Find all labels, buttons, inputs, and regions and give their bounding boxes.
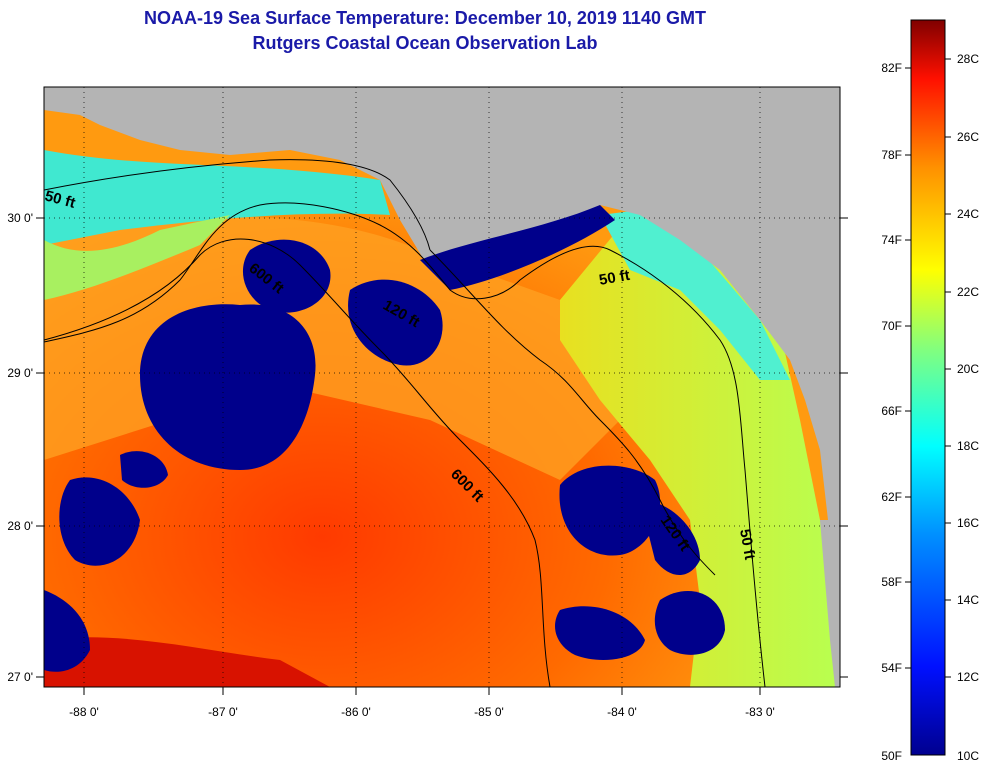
map-title: NOAA-19 Sea Surface Temperature: Decembe… (144, 8, 706, 28)
colorbar-c-24: 24C (957, 207, 979, 221)
colorbar-c-22: 22C (957, 285, 979, 299)
map-subtitle: Rutgers Coastal Ocean Observation Lab (252, 33, 598, 53)
colorbar-c-16: 16C (957, 516, 979, 530)
colorbar-c-10: 10C (957, 749, 979, 763)
colorbar-c-12: 12C (957, 670, 979, 684)
colorbar-f-70: 70F (881, 319, 902, 333)
contour-label-50ft-east: 50 ft (598, 267, 631, 289)
lat-label-29: 29 0' (7, 366, 33, 380)
colorbar-f-50: 50F (881, 749, 902, 763)
contour-50ft-north (44, 159, 431, 251)
lon-label-83: -83 0' (745, 705, 775, 719)
colorbar-c-26: 26C (957, 130, 979, 144)
colorbar-c-20: 20C (957, 362, 979, 376)
colorbar-f-62: 62F (881, 490, 902, 504)
map-frame (43, 86, 841, 688)
lon-label-87: -87 0' (208, 705, 238, 719)
colorbar-f-82: 82F (881, 61, 902, 75)
colorbar-c-14: 14C (957, 593, 979, 607)
colorbar (910, 19, 946, 756)
colorbar-f-66: 66F (881, 404, 902, 418)
lon-label-86: -86 0' (341, 705, 371, 719)
colorbar-c-28: 28C (957, 52, 979, 66)
colorbar-f-78: 78F (881, 148, 902, 162)
lon-label-88: -88 0' (69, 705, 99, 719)
lon-label-84: -84 0' (607, 705, 637, 719)
lat-label-30: 30 0' (7, 211, 33, 225)
colorbar-ticks (905, 58, 951, 678)
contour-label-50ft-south: 50 ft (736, 528, 758, 561)
map-ticks (36, 217, 848, 695)
colorbar-f-54: 54F (881, 661, 902, 675)
colorbar-f-58: 58F (881, 575, 902, 589)
sst-imagery: 50 ft 600 ft 120 ft 50 ft 600 ft 120 ft … (44, 87, 840, 687)
contour-50ft-east (44, 202, 766, 687)
lat-label-27: 27 0' (7, 670, 33, 684)
graticule (44, 87, 840, 687)
contour-600ft (44, 238, 551, 687)
lat-label-28: 28 0' (7, 519, 33, 533)
colorbar-c-18: 18C (957, 439, 979, 453)
colorbar-f-74: 74F (881, 233, 902, 247)
lon-label-85: -85 0' (474, 705, 504, 719)
contour-120ft (429, 249, 716, 576)
